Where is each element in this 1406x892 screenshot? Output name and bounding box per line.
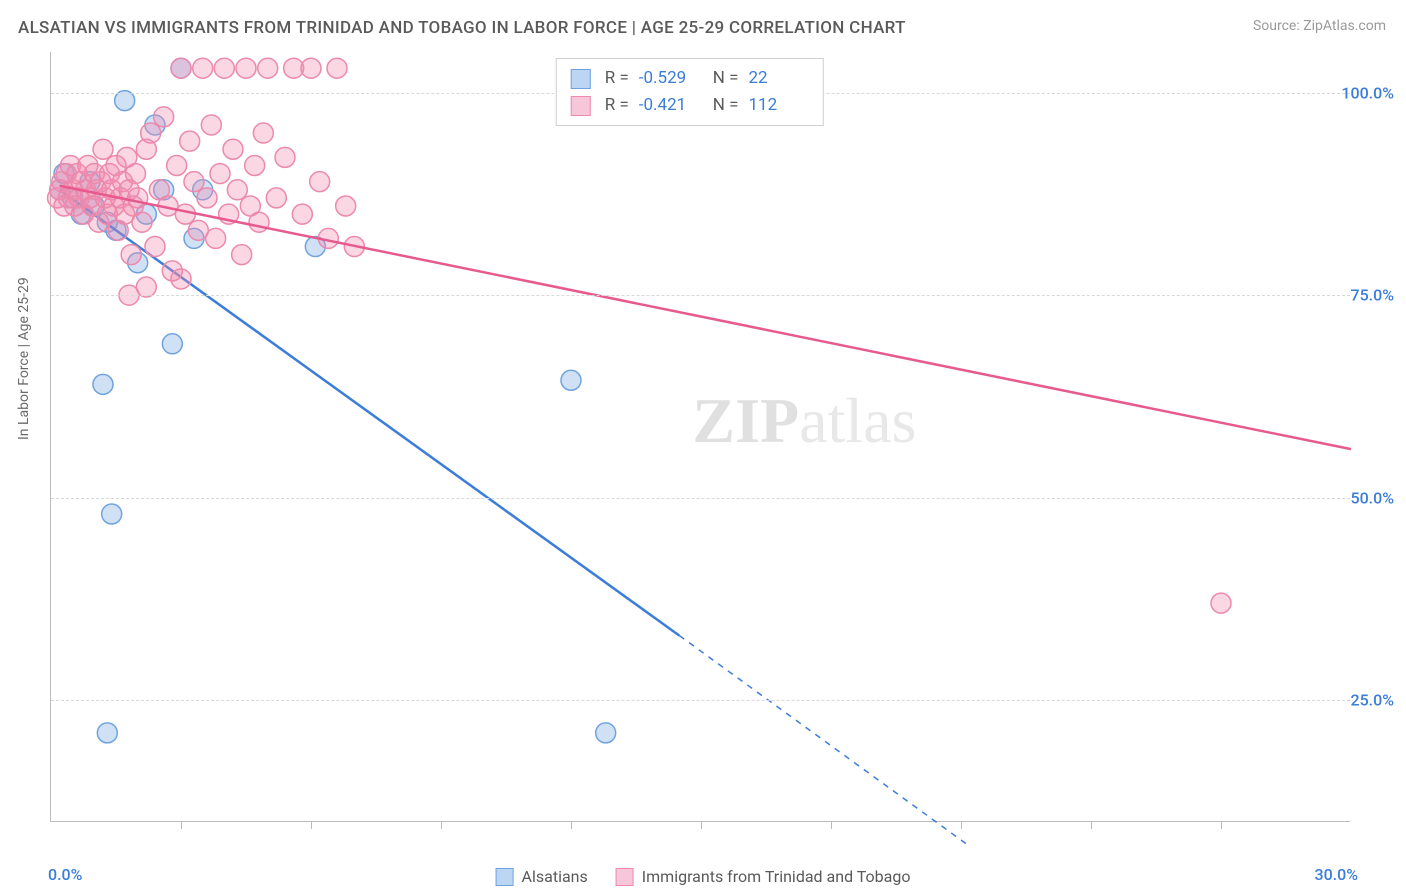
scatter-point xyxy=(93,374,113,394)
scatter-point xyxy=(180,131,200,151)
scatter-point xyxy=(97,723,117,743)
scatter-point xyxy=(171,269,191,289)
swatch-alsatians xyxy=(571,69,591,89)
x-axis-max-label: 30.0% xyxy=(1314,865,1358,884)
swatch-alsatians xyxy=(496,868,514,886)
stats-row-trinidad: R = -0.421 N = 112 xyxy=(571,92,809,119)
x-tick xyxy=(441,821,442,829)
scatter-point xyxy=(275,147,295,167)
scatter-point xyxy=(193,58,213,78)
scatter-point xyxy=(184,172,204,192)
scatter-point xyxy=(232,245,252,265)
scatter-point xyxy=(292,204,312,224)
scatter-point xyxy=(227,180,247,200)
scatter-point xyxy=(115,91,135,111)
stats-legend-box: R = -0.529 N = 22 R = -0.421 N = 112 xyxy=(556,58,824,126)
regression-line-extrapolated xyxy=(679,636,969,847)
scatter-point xyxy=(175,204,195,224)
swatch-trinidad xyxy=(616,868,634,886)
gridline xyxy=(51,295,1350,296)
scatter-point xyxy=(171,58,191,78)
scatter-point xyxy=(245,155,265,175)
plot-area: ZIPatlas xyxy=(50,52,1350,822)
chart-title: ALSATIAN VS IMMIGRANTS FROM TRINIDAD AND… xyxy=(18,18,906,38)
scatter-point xyxy=(236,58,256,78)
x-tick xyxy=(1091,821,1092,829)
legend-item-trinidad: Immigrants from Trinidad and Tobago xyxy=(616,867,911,886)
scatter-point xyxy=(266,188,286,208)
scatter-point xyxy=(206,228,226,248)
scatter-point xyxy=(249,212,269,232)
y-tick-label: 75.0% xyxy=(1350,286,1394,305)
scatter-point xyxy=(141,123,161,143)
legend-label: Immigrants from Trinidad and Tobago xyxy=(642,867,911,886)
x-tick xyxy=(961,821,962,829)
scatter-point xyxy=(132,212,152,232)
scatter-point xyxy=(561,370,581,390)
legend-item-alsatians: Alsatians xyxy=(496,867,588,886)
x-tick xyxy=(571,821,572,829)
y-axis-label: In Labor Force | Age 25-29 xyxy=(16,277,32,440)
legend-bottom: Alsatians Immigrants from Trinidad and T… xyxy=(496,867,911,886)
x-tick xyxy=(1221,821,1222,829)
scatter-point xyxy=(301,58,321,78)
scatter-point xyxy=(102,504,122,524)
scatter-point xyxy=(336,196,356,216)
swatch-trinidad xyxy=(571,96,591,116)
gridline xyxy=(51,700,1350,701)
x-tick xyxy=(831,821,832,829)
y-tick-label: 50.0% xyxy=(1350,488,1394,507)
scatter-point xyxy=(253,123,273,143)
legend-label: Alsatians xyxy=(522,867,588,886)
scatter-point xyxy=(154,107,174,127)
scatter-point xyxy=(167,155,187,175)
scatter-point xyxy=(126,164,146,184)
scatter-point xyxy=(310,172,330,192)
scatter-point xyxy=(210,164,230,184)
regression-line xyxy=(60,186,1351,449)
x-axis-min-label: 0.0% xyxy=(48,865,82,884)
scatter-point xyxy=(197,188,217,208)
x-tick xyxy=(181,821,182,829)
source-label: Source: ZipAtlas.com xyxy=(1253,18,1386,34)
scatter-point xyxy=(214,58,234,78)
y-tick-label: 100.0% xyxy=(1341,83,1394,102)
scatter-point xyxy=(258,58,278,78)
scatter-point xyxy=(1211,593,1231,613)
y-tick-label: 25.0% xyxy=(1350,691,1394,710)
plot-svg xyxy=(51,52,1350,821)
scatter-point xyxy=(201,115,221,135)
scatter-point xyxy=(121,245,141,265)
scatter-point xyxy=(327,58,347,78)
scatter-point xyxy=(596,723,616,743)
scatter-point xyxy=(162,334,182,354)
scatter-point xyxy=(128,188,148,208)
stats-row-alsatians: R = -0.529 N = 22 xyxy=(571,65,809,92)
gridline xyxy=(51,498,1350,499)
x-tick xyxy=(701,821,702,829)
scatter-point xyxy=(93,139,113,159)
scatter-point xyxy=(145,237,165,257)
correlation-chart: ALSATIAN VS IMMIGRANTS FROM TRINIDAD AND… xyxy=(0,0,1406,892)
x-tick xyxy=(311,821,312,829)
scatter-point xyxy=(223,139,243,159)
